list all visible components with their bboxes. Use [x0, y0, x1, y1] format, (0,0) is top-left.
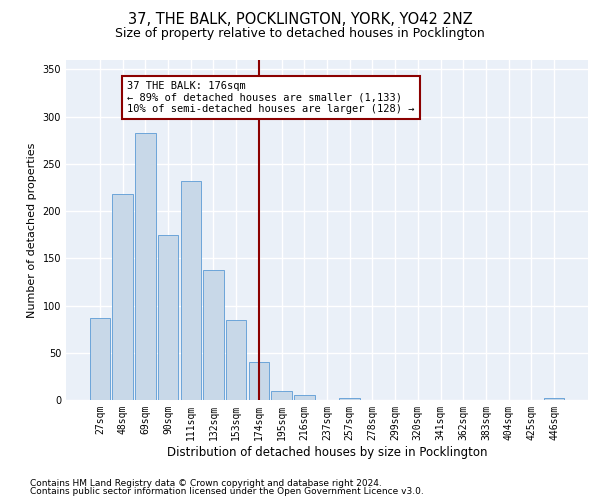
Text: Size of property relative to detached houses in Pocklington: Size of property relative to detached ho…: [115, 28, 485, 40]
Bar: [112, 194, 133, 400]
Y-axis label: Number of detached properties: Number of detached properties: [27, 142, 37, 318]
Text: 37 THE BALK: 176sqm
← 89% of detached houses are smaller (1,133)
10% of semi-det: 37 THE BALK: 176sqm ← 89% of detached ho…: [127, 81, 415, 114]
Bar: [181, 181, 201, 400]
Bar: [271, 390, 292, 400]
Bar: [226, 320, 247, 400]
Bar: [340, 398, 360, 400]
Text: 37, THE BALK, POCKLINGTON, YORK, YO42 2NZ: 37, THE BALK, POCKLINGTON, YORK, YO42 2N…: [128, 12, 472, 28]
Text: Contains HM Land Registry data © Crown copyright and database right 2024.: Contains HM Land Registry data © Crown c…: [30, 478, 382, 488]
Bar: [544, 398, 564, 400]
X-axis label: Distribution of detached houses by size in Pocklington: Distribution of detached houses by size …: [167, 446, 487, 458]
Bar: [158, 234, 178, 400]
Bar: [203, 270, 224, 400]
Bar: [294, 396, 314, 400]
Bar: [135, 132, 155, 400]
Text: Contains public sector information licensed under the Open Government Licence v3: Contains public sector information licen…: [30, 487, 424, 496]
Bar: [90, 318, 110, 400]
Bar: [248, 362, 269, 400]
